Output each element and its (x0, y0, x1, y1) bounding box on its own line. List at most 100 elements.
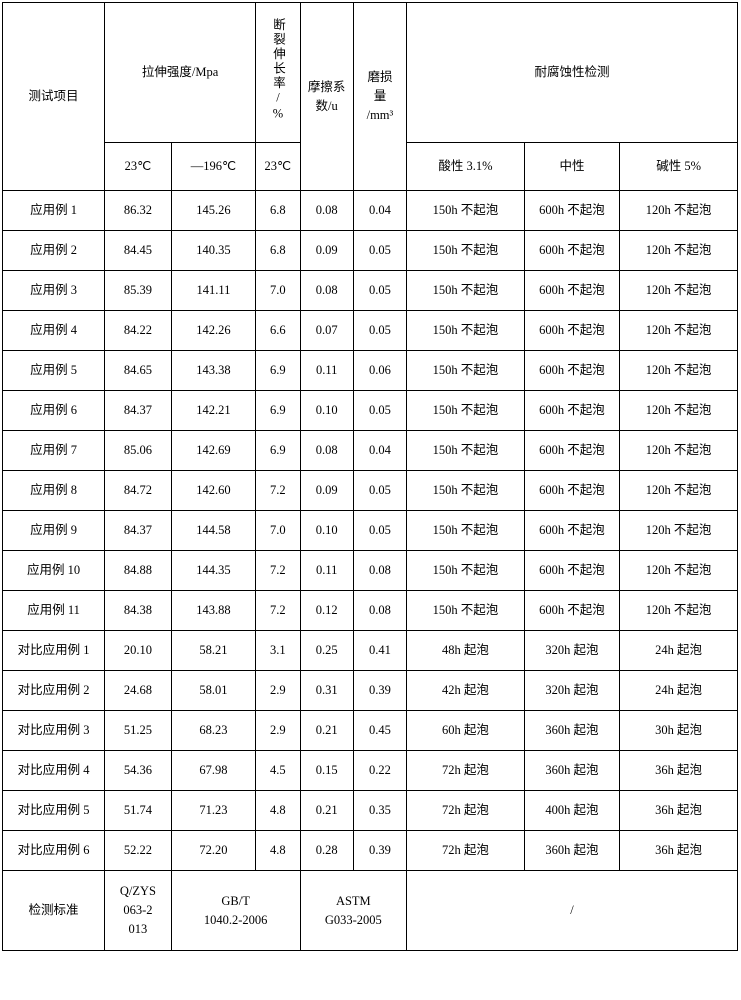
cell-acid: 60h 起泡 (407, 711, 525, 751)
cell-name: 应用例 1 (3, 191, 105, 231)
cell-neu: 600h 不起泡 (524, 391, 619, 431)
cell-fric: 0.08 (300, 431, 353, 471)
cell-name: 对比应用例 6 (3, 831, 105, 871)
cell-tn196: 143.88 (171, 591, 255, 631)
cell-elong: 4.8 (256, 791, 300, 831)
cell-acid: 150h 不起泡 (407, 471, 525, 511)
test-results-table: 测试项目 拉伸强度/Mpa 断裂伸长率/% 摩擦系数/u 磨损 量 /mm³ 耐… (2, 2, 738, 951)
cell-neu: 360h 起泡 (524, 711, 619, 751)
cell-name: 对比应用例 4 (3, 751, 105, 791)
cell-tn196: 145.26 (171, 191, 255, 231)
cell-alk: 120h 不起泡 (620, 231, 738, 271)
std-3: ASTM G033-2005 (300, 871, 407, 951)
cell-wear: 0.35 (353, 791, 406, 831)
cell-neu: 600h 不起泡 (524, 591, 619, 631)
cell-neu: 600h 不起泡 (524, 431, 619, 471)
table-row: 对比应用例 224.6858.012.90.310.3942h 起泡320h 起… (3, 671, 738, 711)
cell-neu: 320h 起泡 (524, 671, 619, 711)
col-test-item: 测试项目 (3, 3, 105, 191)
cell-name: 应用例 2 (3, 231, 105, 271)
cell-name: 对比应用例 1 (3, 631, 105, 671)
cell-acid: 42h 起泡 (407, 671, 525, 711)
cell-alk: 120h 不起泡 (620, 471, 738, 511)
cell-alk: 36h 起泡 (620, 831, 738, 871)
cell-elong: 7.0 (256, 271, 300, 311)
table-row: 应用例 1084.88144.357.20.110.08150h 不起泡600h… (3, 551, 738, 591)
cell-acid: 150h 不起泡 (407, 391, 525, 431)
std-2: GB/T 1040.2-2006 (171, 871, 300, 951)
cell-tn196: 67.98 (171, 751, 255, 791)
cell-name: 应用例 5 (3, 351, 105, 391)
cell-fric: 0.07 (300, 311, 353, 351)
cell-elong: 7.2 (256, 591, 300, 631)
cell-alk: 120h 不起泡 (620, 191, 738, 231)
sub-23c-a: 23℃ (105, 143, 172, 191)
table-row: 应用例 284.45140.356.80.090.05150h 不起泡600h … (3, 231, 738, 271)
cell-t23: 86.32 (105, 191, 172, 231)
cell-fric: 0.11 (300, 551, 353, 591)
table-row: 对比应用例 652.2272.204.80.280.3972h 起泡360h 起… (3, 831, 738, 871)
cell-alk: 120h 不起泡 (620, 511, 738, 551)
cell-t23: 84.38 (105, 591, 172, 631)
cell-fric: 0.21 (300, 791, 353, 831)
cell-fric: 0.25 (300, 631, 353, 671)
cell-elong: 4.5 (256, 751, 300, 791)
cell-tn196: 142.60 (171, 471, 255, 511)
cell-fric: 0.08 (300, 271, 353, 311)
cell-elong: 2.9 (256, 671, 300, 711)
cell-name: 应用例 10 (3, 551, 105, 591)
std-4: / (407, 871, 738, 951)
std-2-l2: 1040.2-2006 (204, 913, 268, 927)
cell-neu: 360h 起泡 (524, 751, 619, 791)
table-row: 应用例 385.39141.117.00.080.05150h 不起泡600h … (3, 271, 738, 311)
cell-alk: 120h 不起泡 (620, 591, 738, 631)
col-tensile: 拉伸强度/Mpa (105, 3, 256, 143)
cell-fric: 0.21 (300, 711, 353, 751)
cell-wear: 0.04 (353, 431, 406, 471)
cell-t23: 84.45 (105, 231, 172, 271)
cell-wear: 0.05 (353, 471, 406, 511)
cell-acid: 48h 起泡 (407, 631, 525, 671)
cell-wear: 0.05 (353, 311, 406, 351)
cell-acid: 150h 不起泡 (407, 551, 525, 591)
cell-tn196: 142.69 (171, 431, 255, 471)
col-elong-label: 断裂伸长率/% (270, 18, 286, 123)
cell-fric: 0.12 (300, 591, 353, 631)
cell-alk: 120h 不起泡 (620, 311, 738, 351)
cell-elong: 6.8 (256, 191, 300, 231)
cell-acid: 72h 起泡 (407, 751, 525, 791)
cell-name: 应用例 4 (3, 311, 105, 351)
cell-fric: 0.11 (300, 351, 353, 391)
wear-l2: 量 (374, 89, 387, 103)
cell-elong: 6.9 (256, 391, 300, 431)
cell-elong: 3.1 (256, 631, 300, 671)
cell-alk: 24h 起泡 (620, 631, 738, 671)
cell-elong: 7.0 (256, 511, 300, 551)
cell-neu: 600h 不起泡 (524, 311, 619, 351)
sub-23c-b: 23℃ (256, 143, 300, 191)
col-corrosion: 耐腐蚀性检测 (407, 3, 738, 143)
cell-neu: 320h 起泡 (524, 631, 619, 671)
cell-name: 应用例 3 (3, 271, 105, 311)
cell-t23: 84.65 (105, 351, 172, 391)
cell-t23: 85.06 (105, 431, 172, 471)
cell-fric: 0.15 (300, 751, 353, 791)
cell-wear: 0.45 (353, 711, 406, 751)
cell-t23: 54.36 (105, 751, 172, 791)
cell-tn196: 143.38 (171, 351, 255, 391)
cell-tn196: 142.26 (171, 311, 255, 351)
cell-t23: 84.37 (105, 391, 172, 431)
cell-name: 对比应用例 5 (3, 791, 105, 831)
cell-wear: 0.05 (353, 271, 406, 311)
cell-alk: 24h 起泡 (620, 671, 738, 711)
table-row: 应用例 984.37144.587.00.100.05150h 不起泡600h … (3, 511, 738, 551)
cell-elong: 2.9 (256, 711, 300, 751)
cell-wear: 0.05 (353, 231, 406, 271)
cell-name: 应用例 6 (3, 391, 105, 431)
cell-tn196: 141.11 (171, 271, 255, 311)
col-elongation: 断裂伸长率/% (256, 3, 300, 143)
cell-t23: 84.22 (105, 311, 172, 351)
cell-t23: 84.88 (105, 551, 172, 591)
std-label: 检测标准 (3, 871, 105, 951)
cell-elong: 6.9 (256, 351, 300, 391)
